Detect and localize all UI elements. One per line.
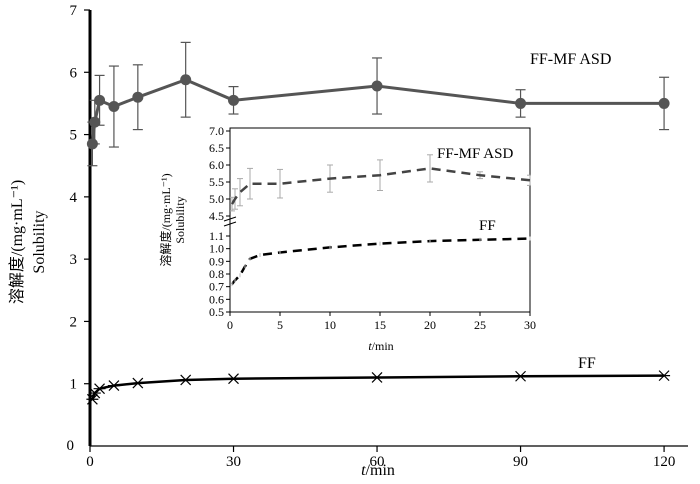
main-series-layer xyxy=(86,41,671,405)
ff-data-point xyxy=(107,380,120,392)
main-y-tick-label: 3 xyxy=(70,252,78,268)
inset-y-axis-title-cn: 溶解度/(mg·mL⁻¹) xyxy=(158,173,173,266)
inset-x-tick-label: 25 xyxy=(474,318,486,332)
main-x-axis-title: t/min xyxy=(361,462,395,479)
inset-x-axis-unit: /min xyxy=(372,339,394,353)
ffmf-data-point xyxy=(132,91,144,103)
ff-data-point xyxy=(227,373,240,385)
main-series-label-ffmf: FF-MF ASD xyxy=(530,51,611,68)
ffmf-data-point xyxy=(180,74,192,86)
ffmf-data-point xyxy=(371,80,383,92)
inset-lower-y-tick-label: 0.8 xyxy=(209,267,224,281)
main-x-tick-label: 0 xyxy=(86,454,94,470)
inset-chart: 0 5 10 15 20 25 304.55.05.56.06.57.00.50.60.70… xyxy=(209,124,536,332)
ffmf-data-point xyxy=(108,101,120,113)
ff-data-point xyxy=(371,372,384,383)
inset-upper-y-tick-label: 4.5 xyxy=(209,209,224,223)
inset-lower-y-tick-label: 1.0 xyxy=(209,242,224,256)
ff-data-point xyxy=(179,374,192,386)
main-x-tick-label: 60 xyxy=(370,454,385,470)
inset-ff-series-line xyxy=(231,237,531,285)
main-x-axis-unit: /min xyxy=(366,462,395,479)
ffmf-series-line xyxy=(90,78,665,145)
inset-x-axis-var: t xyxy=(368,339,372,353)
inset-x-tick-label: 5 xyxy=(277,318,283,332)
main-y-tick-label: 6 xyxy=(70,65,78,81)
inset-x-axis-title: t/min xyxy=(368,339,393,353)
main-y-tick-label: 1 xyxy=(70,377,78,393)
ff-data-point xyxy=(658,370,671,382)
main-series-label-ff: FF xyxy=(578,355,596,372)
main-axes: 0 30 60 90 120 1 2 3 4 5 6 7 0 xyxy=(67,3,688,470)
inset-upper-y-tick-label: 6.0 xyxy=(209,158,224,172)
inset-x-tick-label: 10 xyxy=(324,318,336,332)
main-y-tick-label: 4 xyxy=(70,190,78,206)
inset-lower-y-tick-label: 0.9 xyxy=(209,254,224,268)
inset-upper-y-tick-label: 7.0 xyxy=(209,124,224,138)
ffmf-data-point xyxy=(228,94,240,106)
ffmf-data-point xyxy=(89,116,101,128)
inset-ffmf-series-line xyxy=(230,167,531,205)
inset-x-tick-label: 20 xyxy=(424,318,436,332)
main-y-axis-title-cn: 溶解度/(mg·mL⁻¹) xyxy=(8,180,26,304)
inset-lower-y-tick-label: 0.7 xyxy=(209,280,224,294)
inset-upper-y-tick-label: 6.5 xyxy=(209,141,224,155)
inset-upper-y-tick-label: 5.5 xyxy=(209,175,224,189)
main-x-tick-label: 120 xyxy=(653,454,676,470)
main-y-tick-label: 0 xyxy=(67,438,75,454)
inset-upper-y-tick-label: 5.0 xyxy=(209,192,224,206)
inset-y-axis-title-en: Solubility xyxy=(173,196,187,243)
main-y-tick-label: 5 xyxy=(70,128,78,144)
main-y-tick-label: 2 xyxy=(70,314,78,330)
ffmf-data-point xyxy=(658,97,670,109)
inset-series-label-ff: FF xyxy=(479,218,496,234)
ffmf-data-point xyxy=(94,94,106,106)
inset-lower-y-tick-label: 0.5 xyxy=(209,305,224,319)
main-x-axis-var: t xyxy=(361,462,366,479)
ff-data-point xyxy=(131,377,144,389)
inset-x-tick-label: 30 xyxy=(524,318,536,332)
inset-x-tick-label: 0 xyxy=(227,318,233,332)
main-x-tick-label: 90 xyxy=(513,454,528,470)
ffmf-data-point xyxy=(515,97,527,109)
main-y-tick-label: 7 xyxy=(70,3,78,19)
inset-x-tick-label: 15 xyxy=(374,318,386,332)
inset-lower-y-tick-label: 0.6 xyxy=(209,292,224,306)
ff-data-point xyxy=(86,393,99,405)
inset-axis-break xyxy=(223,216,237,227)
ffmf-data-point xyxy=(86,138,98,150)
ff-data-point xyxy=(93,383,106,395)
inset-series-label-ffmf: FF-MF ASD xyxy=(437,146,513,162)
ff-data-point xyxy=(514,370,527,382)
inset-lower-y-tick-label: 1.1 xyxy=(209,229,224,243)
main-x-tick-label: 30 xyxy=(226,454,241,470)
inset-frame xyxy=(229,127,531,313)
main-y-axis-title-en: Solubility xyxy=(31,210,48,273)
